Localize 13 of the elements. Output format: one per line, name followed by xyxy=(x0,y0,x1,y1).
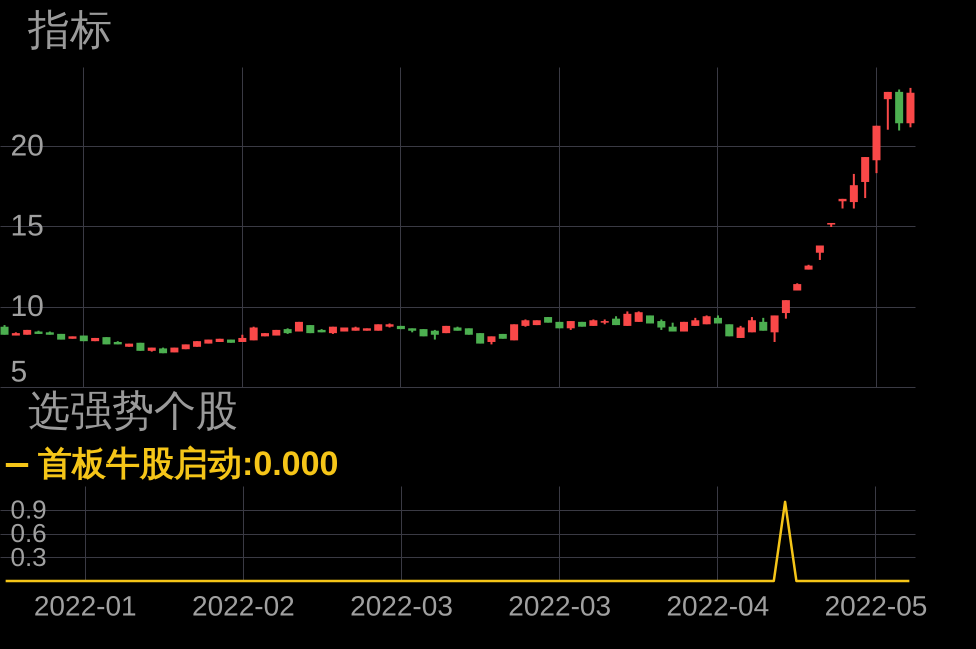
y-tick-label: 20 xyxy=(10,129,44,162)
y-tick-label: 10 xyxy=(10,290,44,324)
y-tick-label: 15 xyxy=(10,210,44,243)
x-tick-label: 2022-03 xyxy=(350,590,453,622)
chart-title: 选强势个股 xyxy=(28,387,238,434)
legend-label: 首板牛股启动:0.000 xyxy=(38,445,338,483)
y-tick-label: 5 xyxy=(10,356,28,388)
x-tick-label: 2022-04 xyxy=(666,590,770,622)
x-tick-label: 2022-05 xyxy=(824,590,928,622)
x-tick-label: 2022-01 xyxy=(34,590,137,622)
x-tick-label: 2022-03 xyxy=(508,590,612,622)
x-tick-label: 2022-02 xyxy=(192,590,295,622)
chart-title: 指标 xyxy=(27,6,112,53)
